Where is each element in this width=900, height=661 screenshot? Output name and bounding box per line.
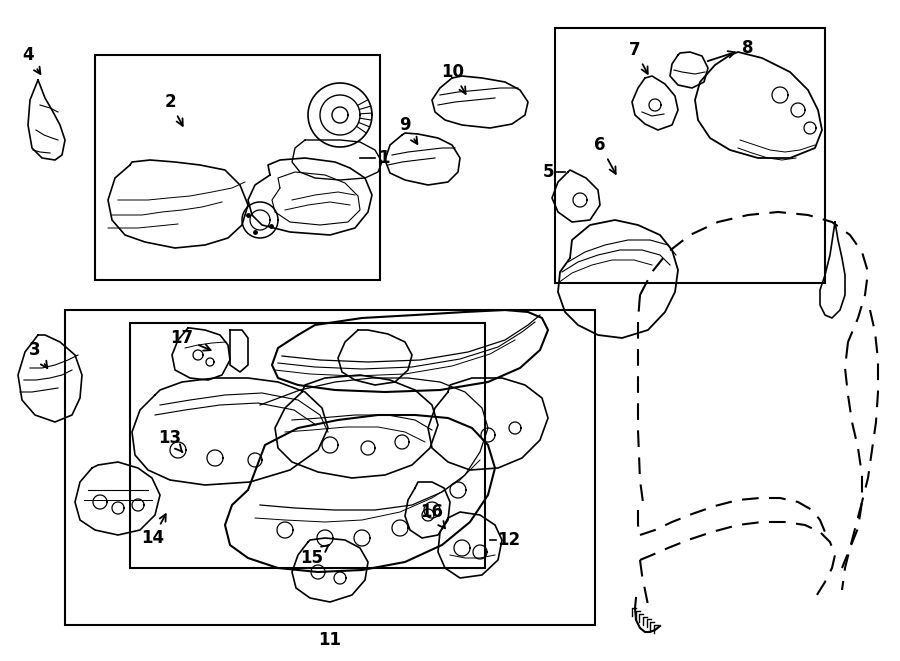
Text: 5: 5 bbox=[542, 163, 554, 181]
Text: 17: 17 bbox=[170, 329, 211, 350]
Bar bbox=[95, 55, 380, 280]
Text: 8: 8 bbox=[707, 39, 754, 61]
Text: 3: 3 bbox=[29, 341, 48, 368]
Text: 1: 1 bbox=[378, 149, 390, 167]
Bar bbox=[555, 28, 825, 283]
Text: 10: 10 bbox=[442, 63, 465, 94]
Text: 4: 4 bbox=[22, 46, 40, 74]
Text: 7: 7 bbox=[629, 41, 648, 74]
Text: 9: 9 bbox=[400, 116, 418, 144]
Text: 16: 16 bbox=[420, 503, 445, 528]
Text: 12: 12 bbox=[497, 531, 520, 549]
Bar bbox=[130, 323, 485, 568]
Text: 11: 11 bbox=[319, 631, 341, 649]
Bar bbox=[65, 310, 595, 625]
Text: 6: 6 bbox=[594, 136, 616, 174]
Text: 13: 13 bbox=[158, 429, 183, 452]
Text: 15: 15 bbox=[301, 545, 328, 567]
Text: 2: 2 bbox=[164, 93, 183, 126]
Text: 14: 14 bbox=[141, 514, 166, 547]
